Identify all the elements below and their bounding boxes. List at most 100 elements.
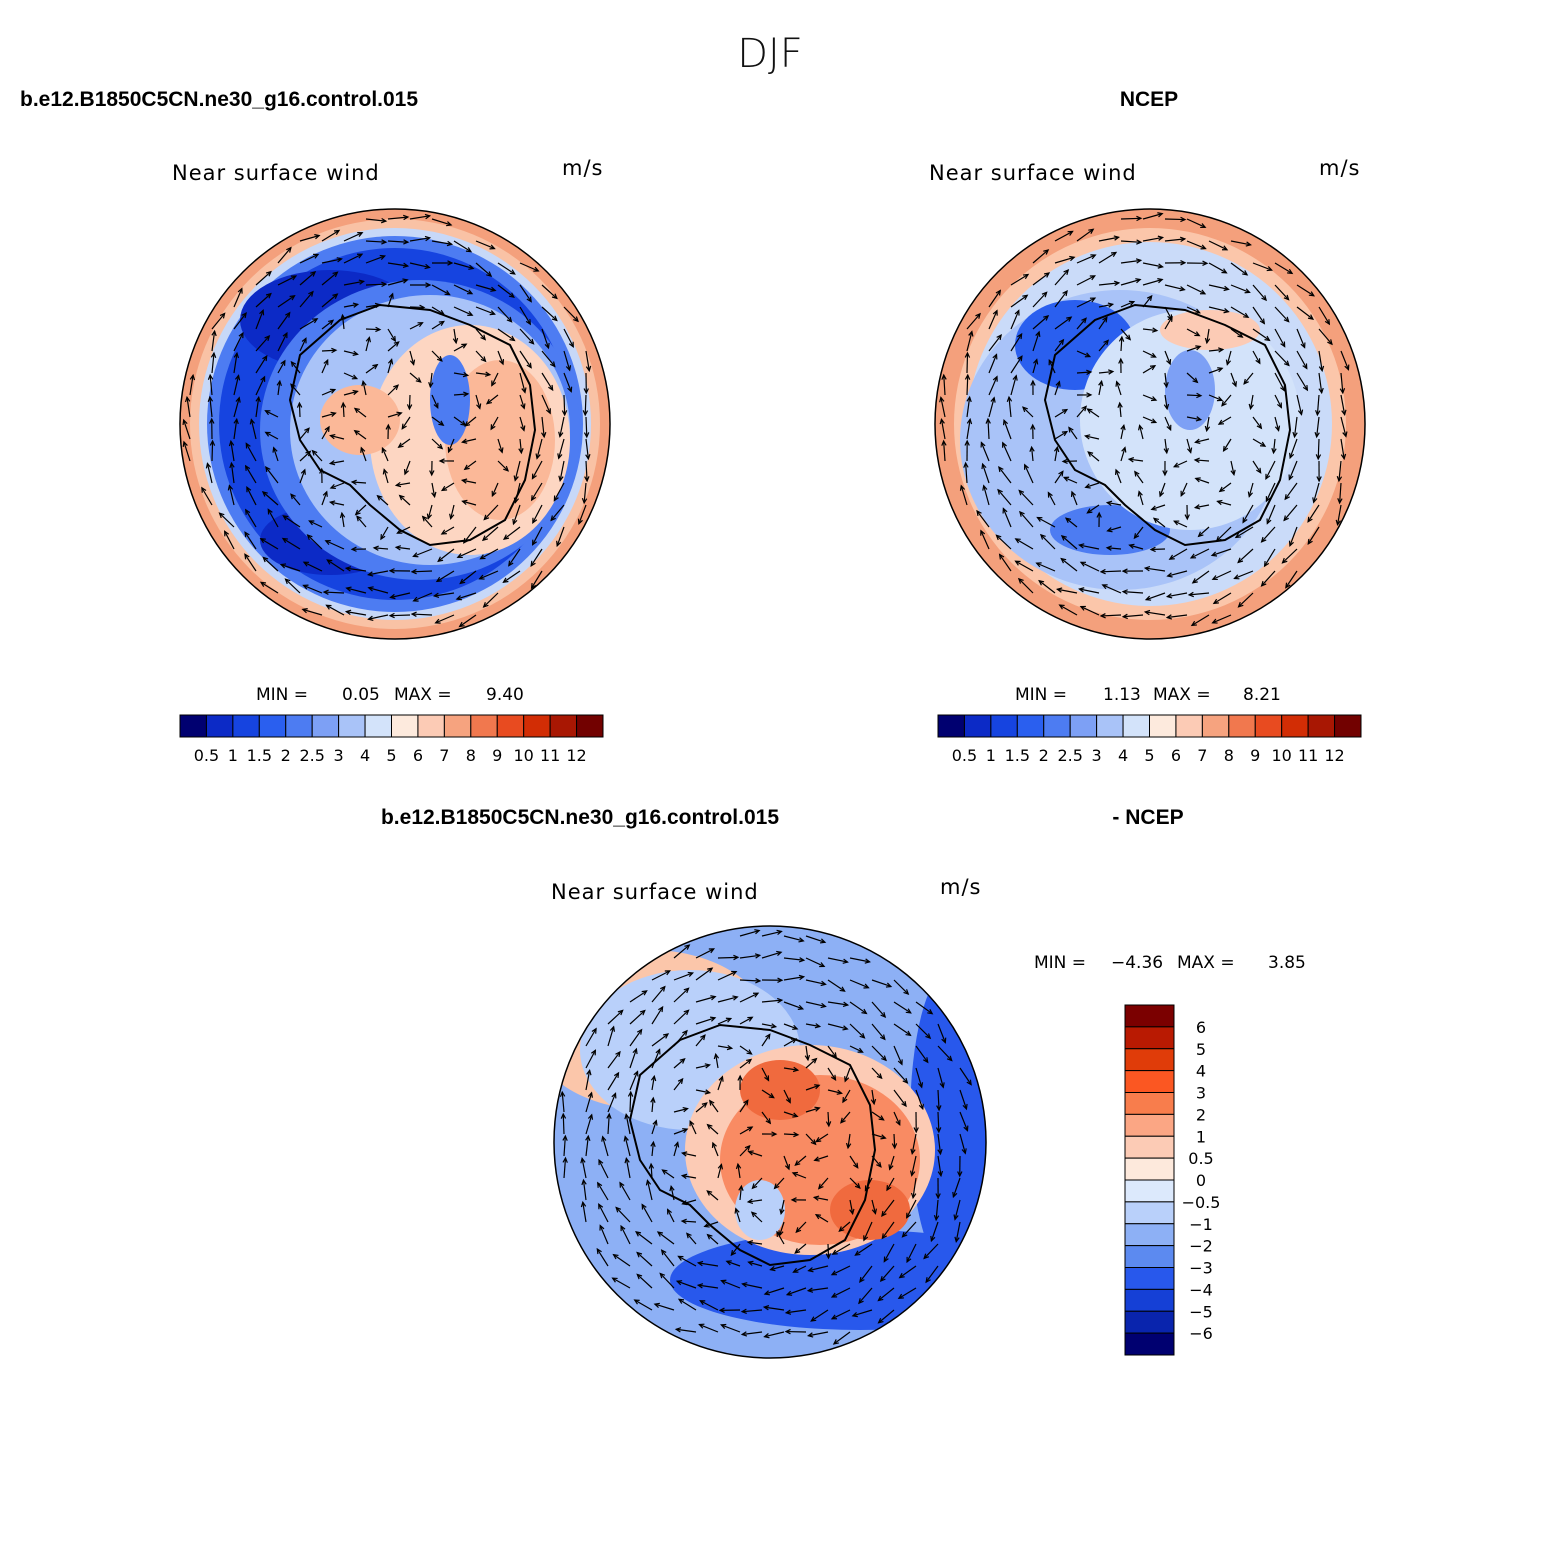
wind-vector-head <box>750 1211 757 1218</box>
wind-vector <box>321 426 330 440</box>
wind-vector <box>959 1067 972 1085</box>
wind-vector <box>906 1199 917 1218</box>
wind-vector <box>1318 372 1323 393</box>
wind-vector <box>536 438 543 459</box>
wind-vector <box>706 1190 719 1201</box>
wind-vector-head <box>1195 345 1202 351</box>
wind-vector-head <box>707 967 714 973</box>
wind-vector-head <box>1086 392 1093 398</box>
wind-vector <box>1098 303 1113 308</box>
colorbar-tick-label: 0.5 <box>952 746 977 765</box>
wind-vector-head <box>1166 572 1173 578</box>
wind-vector <box>262 491 279 506</box>
wind-vector-head <box>659 1272 666 1279</box>
wind-vector-head <box>713 1052 720 1060</box>
wind-vector-head <box>1035 562 1042 568</box>
colorbar-swatch <box>1124 1267 1175 1290</box>
wind-vector <box>1249 394 1254 409</box>
wind-vector-head <box>463 391 470 397</box>
panel-ncep-map <box>935 209 1365 639</box>
wind-vector-head <box>731 970 738 976</box>
wind-vector <box>1274 350 1290 366</box>
panel-model-map <box>180 209 610 639</box>
wind-vector <box>356 515 367 528</box>
wind-vector <box>377 495 389 506</box>
wind-vector <box>1164 394 1168 409</box>
wind-vector-head <box>264 466 271 473</box>
min-value: −4.36 <box>1111 953 1163 973</box>
wind-vector <box>563 350 571 371</box>
wind-vector <box>783 1155 790 1170</box>
wind-vector <box>1194 459 1210 462</box>
wind-vector <box>562 1113 565 1135</box>
wind-vector <box>915 1089 924 1110</box>
wind-vector <box>1100 614 1122 617</box>
wind-vector <box>422 516 433 528</box>
wind-vector <box>1186 284 1206 295</box>
wind-vector <box>783 976 804 981</box>
wind-vector <box>431 350 443 362</box>
panel-ncep-case-label: NCEP <box>1120 88 1178 111</box>
wind-vector <box>849 1177 861 1189</box>
wind-vector-head <box>241 311 247 319</box>
wind-vector <box>735 1208 741 1223</box>
wind-vector-head <box>481 535 488 542</box>
wind-vector <box>1288 460 1298 480</box>
wind-vector-head <box>1195 416 1203 422</box>
wind-vector-head <box>333 229 341 236</box>
wind-vector-head <box>794 1160 801 1166</box>
wind-vector-head <box>1017 577 1024 584</box>
wind-vector <box>330 501 345 506</box>
wind-vector <box>183 441 191 462</box>
wind-vector-head <box>328 500 336 506</box>
wind-vector <box>1252 350 1261 364</box>
wind-vector <box>871 1089 875 1104</box>
wind-vector <box>783 1133 799 1136</box>
wind-vector-head <box>966 395 972 403</box>
wind-vector-head <box>525 319 532 326</box>
wind-vector-head <box>421 515 428 522</box>
wind-vector <box>1151 504 1166 511</box>
wind-vector-head <box>590 1049 597 1056</box>
wind-vector <box>346 567 367 572</box>
wind-vector-head <box>784 1328 791 1335</box>
wind-vector <box>436 570 455 582</box>
wind-vector-head <box>776 950 783 957</box>
wind-vector-head <box>459 578 466 585</box>
wind-vector-head <box>484 371 492 377</box>
wind-vector <box>629 1010 646 1025</box>
wind-vector-head <box>1307 314 1315 320</box>
wind-vector-head <box>1231 381 1237 388</box>
wind-vector-head <box>1029 445 1035 452</box>
wind-vector-head <box>460 478 468 484</box>
wind-vector <box>739 1126 753 1135</box>
wind-vector-head <box>1058 470 1064 477</box>
wind-vector-head <box>1152 517 1160 524</box>
wind-vector <box>299 427 310 440</box>
panel-ncep: NCEP Near surface wind m/s MIN = 1.13 MA… <box>929 88 1366 765</box>
wind-vector-head <box>289 294 296 301</box>
wind-vector <box>878 1287 895 1301</box>
wind-vector-head <box>1143 566 1151 572</box>
colorbar-swatch <box>232 714 260 738</box>
wind-vector-head <box>1121 613 1128 620</box>
colorbar-swatch <box>1124 1004 1175 1028</box>
wind-vector-head <box>1284 494 1290 501</box>
wind-vector-head <box>964 351 971 358</box>
wind-vector <box>280 564 301 572</box>
wind-vector <box>641 1204 653 1223</box>
wind-vector <box>519 328 534 345</box>
wind-vector-head <box>636 1028 643 1035</box>
wind-vector <box>599 1225 609 1245</box>
colorbar-swatch <box>1124 1201 1175 1225</box>
wind-vector-head <box>544 342 550 350</box>
colorbar-tick-label: 1 <box>986 746 996 765</box>
wind-vector-head <box>300 468 306 475</box>
colorbar-swatch <box>1149 714 1177 738</box>
wind-vector-head <box>1217 419 1225 425</box>
wind-vector <box>1100 570 1122 573</box>
wind-vector-head <box>784 1164 791 1171</box>
wind-vector-head <box>244 531 250 538</box>
wind-vector-head <box>265 292 272 299</box>
wind-vector-head <box>285 311 291 318</box>
